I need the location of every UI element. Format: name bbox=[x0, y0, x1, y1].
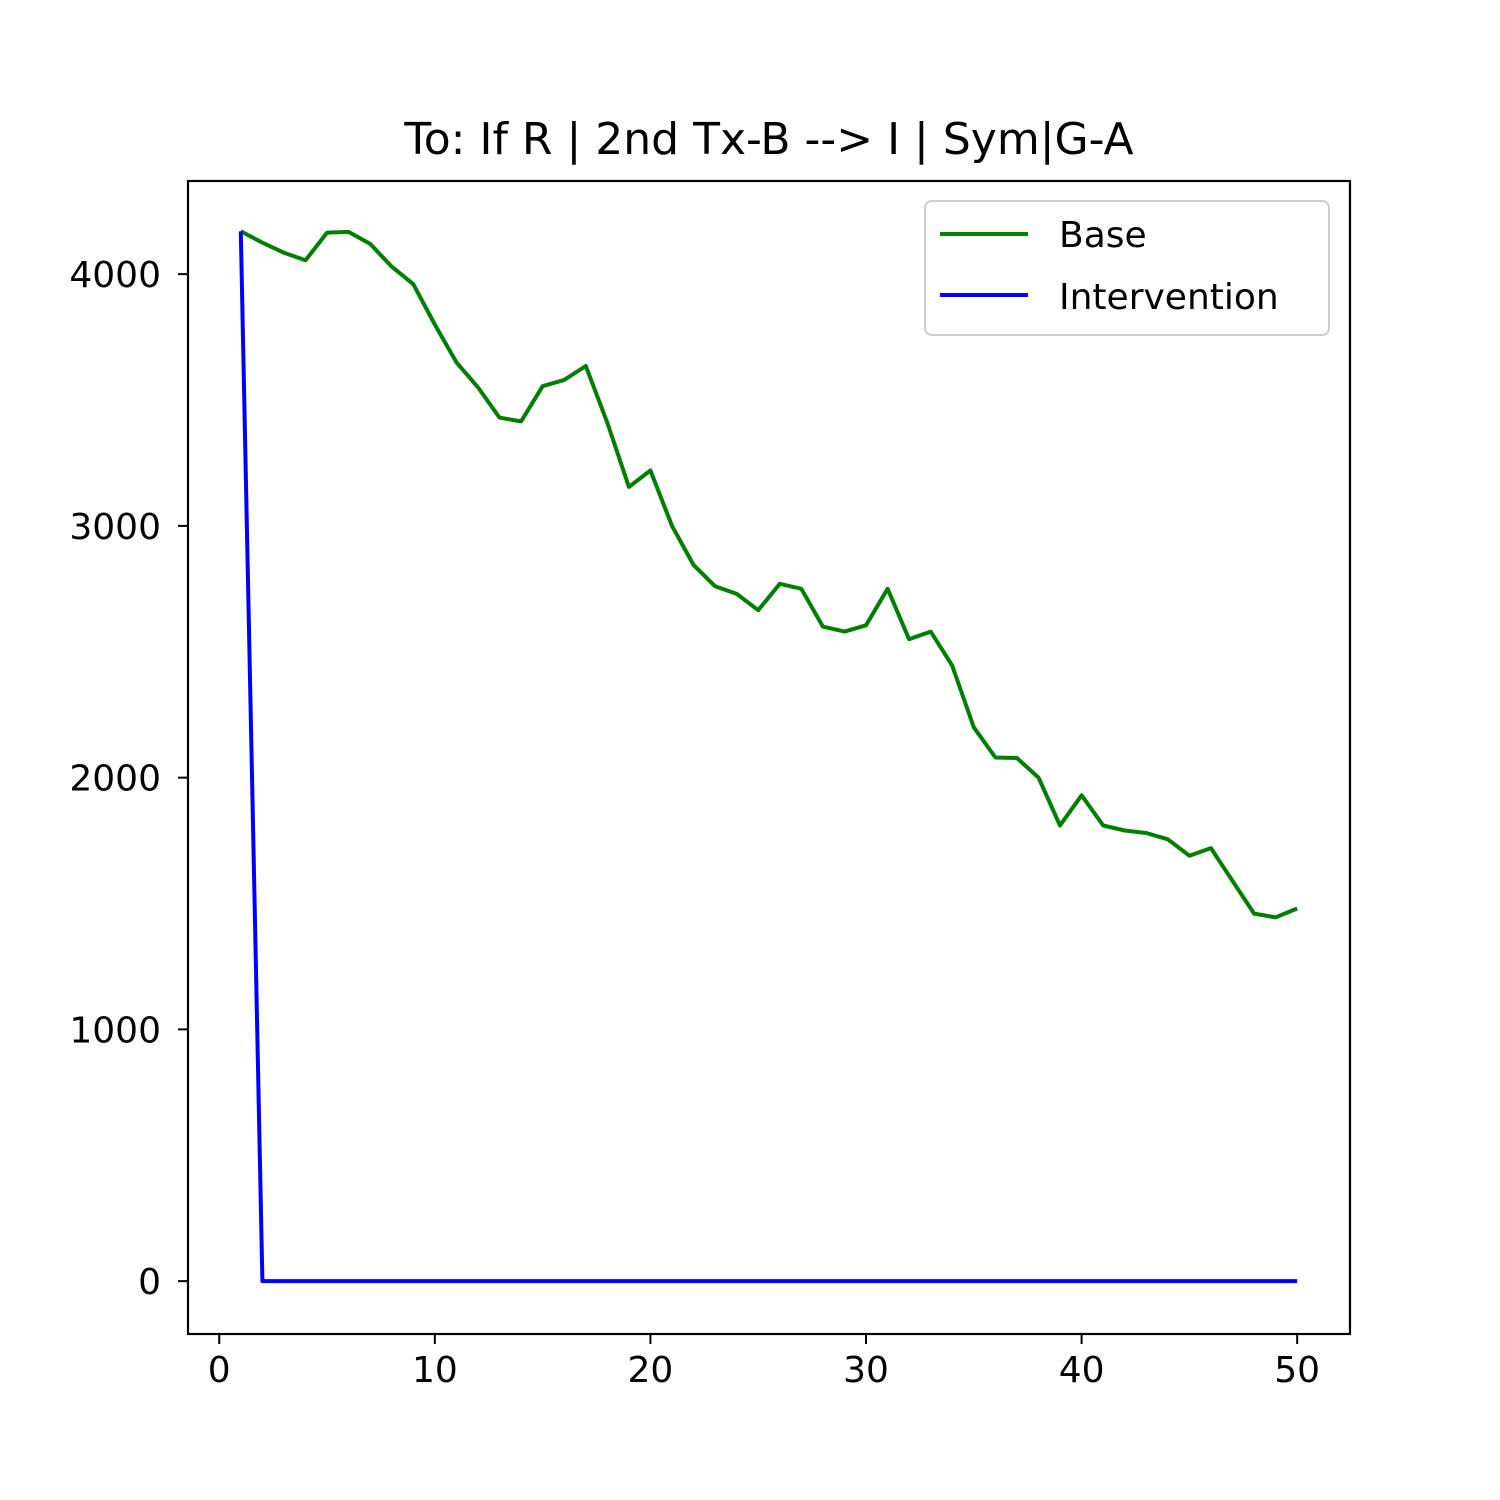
x-tick-label: 50 bbox=[1274, 1350, 1320, 1391]
y-tick-label: 1000 bbox=[69, 1010, 161, 1051]
series-line-base bbox=[239, 229, 1298, 920]
x-tick-label: 40 bbox=[1059, 1350, 1105, 1391]
x-axis: 0 10 20 30 40 50 bbox=[208, 1334, 1320, 1391]
series-line-intervention bbox=[238, 231, 1298, 1284]
legend: Base Intervention bbox=[924, 200, 1330, 336]
x-tick-label: 20 bbox=[628, 1350, 674, 1391]
x-tick-label: 0 bbox=[208, 1350, 231, 1391]
plot-frame bbox=[186, 179, 1352, 1336]
series-layer bbox=[238, 229, 1298, 1284]
legend-label-base: Base bbox=[1059, 215, 1147, 256]
y-tick-label: 0 bbox=[138, 1262, 161, 1303]
legend-label-intervention: Intervention bbox=[1059, 277, 1279, 318]
x-tick-label: 10 bbox=[412, 1350, 458, 1391]
y-axis: 0 1000 2000 3000 4000 bbox=[69, 255, 188, 1303]
chart-title: To: If R | 2nd Tx-B --> I | Sym|G-A bbox=[403, 114, 1133, 165]
y-tick-label: 3000 bbox=[69, 507, 161, 548]
y-tick-label: 2000 bbox=[69, 759, 161, 800]
x-tick-label: 30 bbox=[843, 1350, 889, 1391]
y-tick-label: 4000 bbox=[69, 255, 161, 296]
